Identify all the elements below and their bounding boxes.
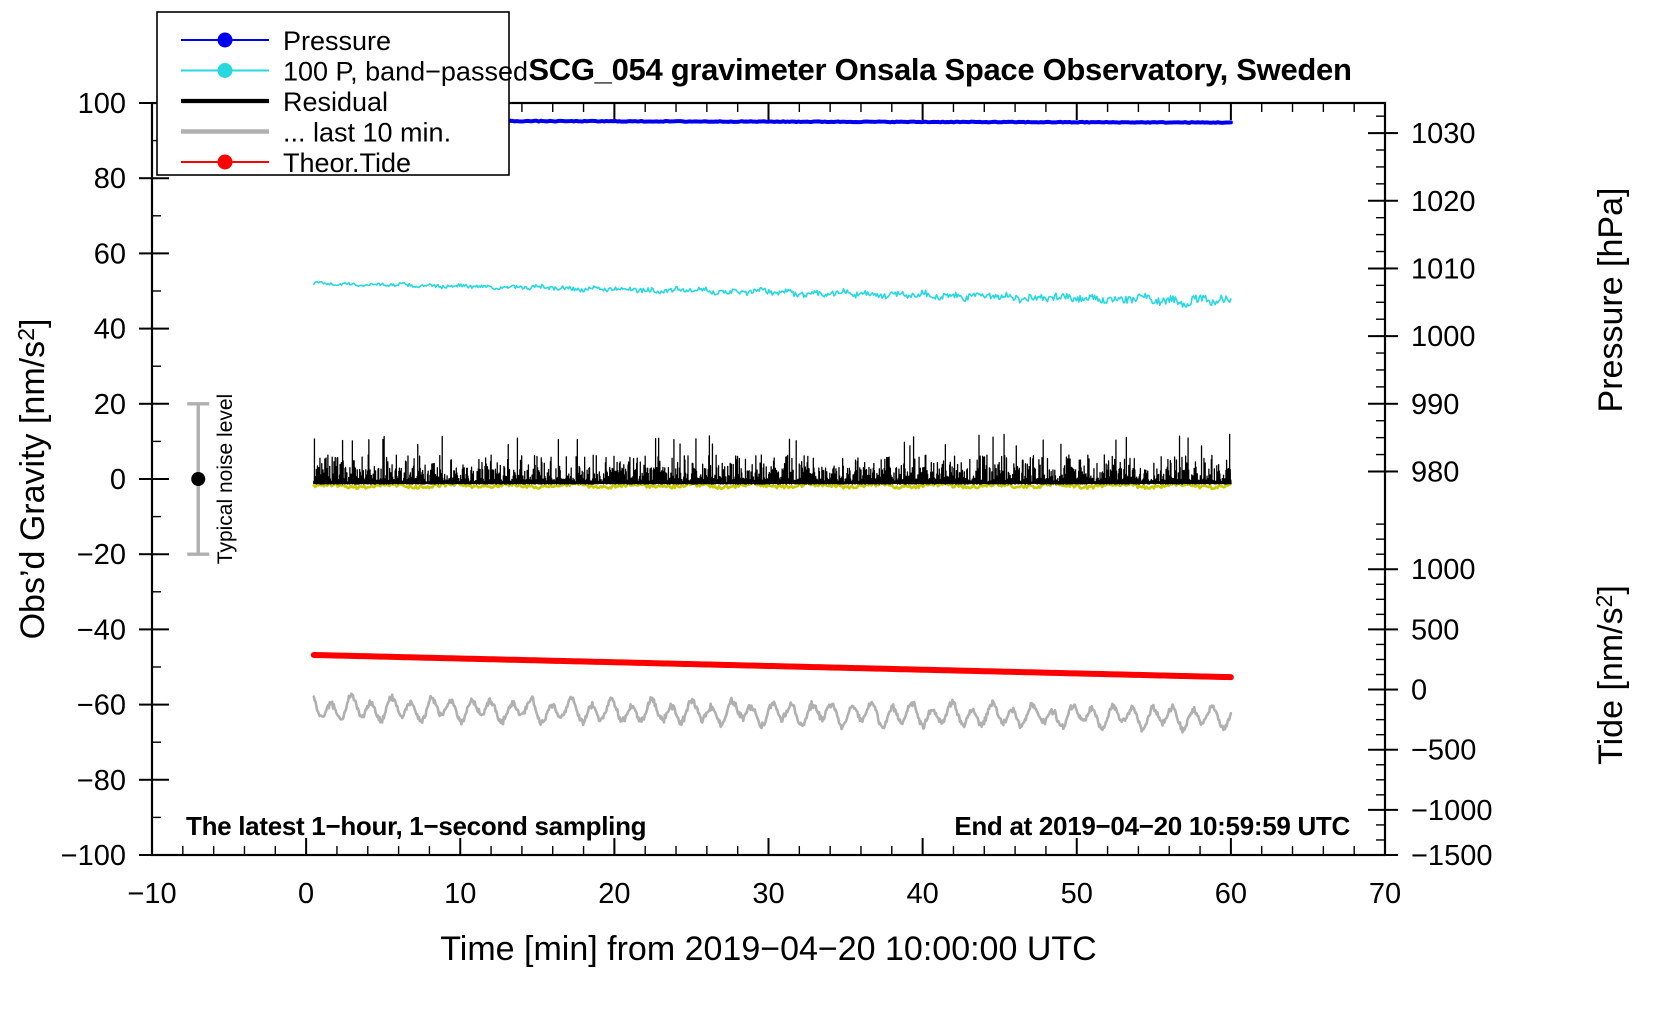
- y-axis-pressure: 1030 1020 1010 1000 990 980: [1368, 115, 1476, 488]
- legend-swatch-marker: [217, 63, 233, 78]
- plot-title: SCG_054 gravimeter Onsala Space Observat…: [528, 52, 1351, 87]
- svg-text:−500: −500: [1411, 735, 1476, 767]
- legend-item-1[interactable]: Pressure: [181, 26, 391, 56]
- svg-text:1000: 1000: [1411, 554, 1476, 586]
- svg-text:50: 50: [1061, 878, 1093, 910]
- svg-text:−1000: −1000: [1411, 795, 1492, 827]
- y-axis-tide: 1000 500 0 −500 −1000 −1500: [1368, 523, 1492, 872]
- x-axis-title: Time [min] from 2019−04−20 10:00:00 UTC: [440, 930, 1096, 968]
- annotation-sampling-info: The latest 1−hour, 1−second sampling: [186, 811, 646, 841]
- svg-text:−40: −40: [77, 614, 126, 646]
- svg-text:−80: −80: [77, 765, 126, 797]
- svg-text:1020: 1020: [1411, 186, 1476, 218]
- x-axis: −10 0 10 20 30 40 50 60 70: [127, 103, 1401, 910]
- svg-text:990: 990: [1411, 389, 1459, 421]
- legend-item-label: Pressure: [283, 26, 391, 56]
- svg-text:100: 100: [78, 88, 126, 120]
- svg-text:60: 60: [94, 238, 126, 270]
- svg-text:10: 10: [444, 878, 476, 910]
- svg-text:60: 60: [1215, 878, 1247, 910]
- legend-item-label: 100 P, band−passed: [283, 57, 528, 87]
- svg-text:−20: −20: [77, 539, 126, 571]
- series-band-passed-pressure: [313, 280, 1232, 308]
- svg-text:20: 20: [94, 389, 126, 421]
- data-series-group: [310, 118, 1234, 734]
- svg-text:1000: 1000: [1411, 321, 1476, 353]
- svg-text:0: 0: [298, 878, 314, 910]
- typical-noise-level-marker: Typical noise level: [187, 394, 237, 564]
- y-axis-title-tide: Tide [nm/s2]: [1591, 585, 1630, 765]
- annotation-end-time: End at 2019−04−20 10:59:59 UTC: [954, 811, 1350, 841]
- series-residual-baseline: [312, 481, 1233, 491]
- plot-annotations: SCG_054 gravimeter Onsala Space Observat…: [186, 52, 1352, 841]
- legend-item-3[interactable]: Residual: [181, 87, 388, 117]
- svg-text:−60: −60: [77, 690, 126, 722]
- svg-text:−10: −10: [127, 878, 176, 910]
- svg-text:20: 20: [598, 878, 630, 910]
- noise-level-label: Typical noise level: [214, 394, 237, 564]
- y-axis-title-pressure: Pressure [hPa]: [1592, 188, 1630, 413]
- svg-text:40: 40: [906, 878, 938, 910]
- legend-item-4[interactable]: ... last 10 min.: [181, 118, 451, 148]
- legend-item-label: Residual: [283, 87, 388, 117]
- svg-text:1030: 1030: [1411, 118, 1476, 150]
- svg-text:−1500: −1500: [1411, 840, 1492, 872]
- noise-bar-center-dot: [191, 472, 206, 486]
- series-theoretical-tide: [310, 651, 1234, 681]
- series-residual: [313, 433, 1232, 485]
- svg-text:−100: −100: [61, 840, 126, 872]
- legend-swatch-marker: [217, 154, 233, 170]
- svg-text:0: 0: [1411, 675, 1427, 707]
- legend-item-label: Theor.Tide: [283, 148, 411, 178]
- svg-text:70: 70: [1369, 878, 1401, 910]
- legend-item-5[interactable]: Theor.Tide: [181, 148, 411, 178]
- series-last-10-min: [312, 692, 1233, 734]
- svg-text:40: 40: [94, 314, 126, 346]
- legend-swatch-marker: [217, 32, 233, 48]
- legend-item-label: ... last 10 min.: [283, 118, 451, 148]
- svg-text:0: 0: [110, 464, 126, 496]
- svg-text:30: 30: [752, 878, 784, 910]
- axis-titles: Time [min] from 2019−04−20 10:00:00 UTC O…: [13, 188, 1630, 968]
- svg-text:80: 80: [94, 163, 126, 195]
- y-axis-title-gravity: Obs’d Gravity [nm/s2]: [13, 319, 52, 640]
- svg-text:500: 500: [1411, 614, 1459, 646]
- svg-text:980: 980: [1411, 456, 1459, 488]
- svg-text:1010: 1010: [1411, 253, 1476, 285]
- legend-item-2[interactable]: 100 P, band−passed: [181, 57, 528, 87]
